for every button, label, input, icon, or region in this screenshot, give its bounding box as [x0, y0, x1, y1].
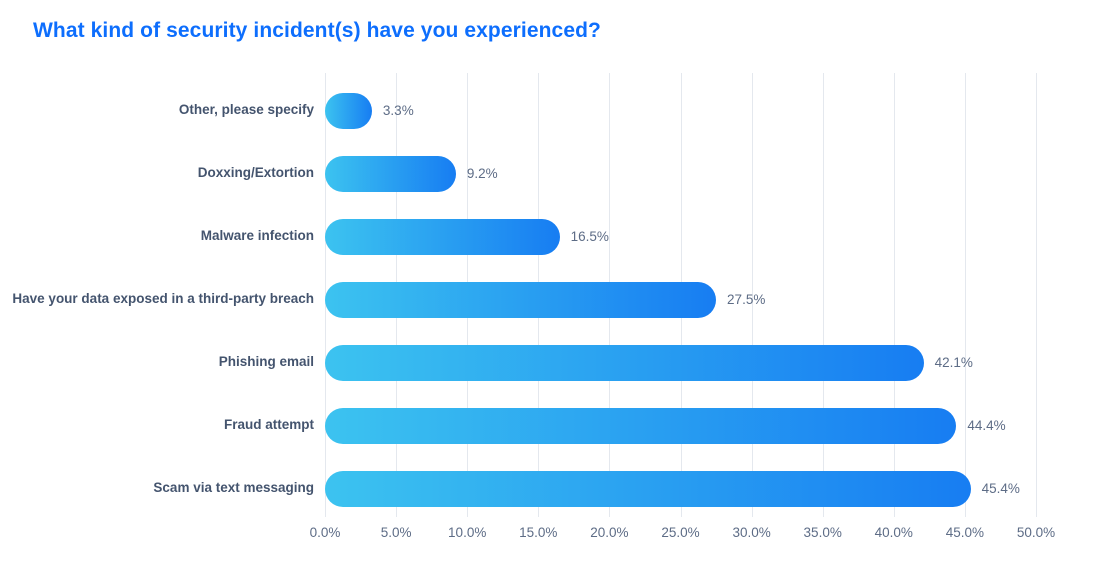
bar-track: 42.1%: [325, 344, 1036, 381]
bar-track: 3.3%: [325, 92, 1036, 129]
category-label: Malware infection: [200, 228, 314, 244]
x-axis-tick-label: 5.0%: [380, 525, 412, 540]
bar-track: 27.5%: [325, 281, 1036, 318]
x-axis-tick-label: 45.0%: [945, 525, 985, 540]
bar-track: 16.5%: [325, 218, 1036, 255]
bar-segment[interactable]: [325, 470, 971, 507]
x-axis-tick-label: 0.0%: [309, 525, 341, 540]
category-label: Other, please specify: [178, 102, 314, 118]
chart-row: Malware infection 16.5%: [0, 205, 1107, 268]
x-axis-tick-label: 10.0%: [448, 525, 487, 540]
chart-row: Have your data exposed in a third-party …: [0, 268, 1107, 331]
bar-value-label: 45.4%: [981, 480, 1020, 496]
category-label: Scam via text messaging: [153, 480, 314, 496]
bar-value-label: 3.3%: [382, 102, 414, 118]
x-axis-tick-label: 15.0%: [519, 525, 558, 540]
category-label: Fraud attempt: [223, 417, 314, 433]
bar-segment[interactable]: [325, 344, 924, 381]
x-axis-tick-label: 30.0%: [732, 525, 771, 540]
bar-value-label: 9.2%: [466, 165, 498, 181]
chart-row: Scam via text messaging 45.4%: [0, 457, 1107, 520]
bar-segment[interactable]: [325, 92, 372, 129]
bar-value-label: 44.4%: [967, 417, 1006, 433]
category-label: Doxxing/Extortion: [197, 165, 314, 181]
chart-rows: Other, please specify 3.3% Doxxing/Extorti…: [0, 79, 1107, 520]
bar-value-label: 27.5%: [727, 291, 766, 307]
chart-row: Other, please specify 3.3%: [0, 79, 1107, 142]
x-axis-tick-label: 25.0%: [661, 525, 700, 540]
chart-row: Fraud attempt 44.4%: [0, 394, 1107, 457]
chart-title: What kind of security incident(s) have y…: [33, 19, 601, 42]
bar-track: 45.4%: [325, 470, 1036, 507]
chart-row: Phishing email 42.1%: [0, 331, 1107, 394]
x-axis-tick-label: 20.0%: [590, 525, 629, 540]
bar-segment[interactable]: [325, 281, 717, 318]
x-axis-tick-label: 35.0%: [803, 525, 842, 540]
x-axis-tick-labels: 0.0% 5.0% 10.0% 15.0% 20.0% 25.0% 30.0% 35.0% 40…: [310, 525, 1056, 545]
x-axis-tick-label: 50.0%: [1016, 525, 1056, 540]
chart-row: Doxxing/Extortion 9.2%: [0, 142, 1107, 205]
bar-value-label: 42.1%: [934, 354, 973, 370]
category-label: Have your data exposed in a third-party …: [12, 291, 314, 307]
bar-track: 44.4%: [325, 407, 1036, 444]
bar-segment[interactable]: [325, 407, 957, 444]
x-axis-tick-label: 40.0%: [874, 525, 913, 540]
bar-segment[interactable]: [325, 155, 456, 192]
category-label: Phishing email: [218, 354, 314, 370]
bar-value-label: 16.5%: [570, 228, 609, 244]
bar-chart: Other, please specify 3.3% Doxxing/Extorti…: [0, 73, 1107, 540]
bar-track: 9.2%: [325, 155, 1036, 192]
bar-segment[interactable]: [325, 218, 560, 255]
